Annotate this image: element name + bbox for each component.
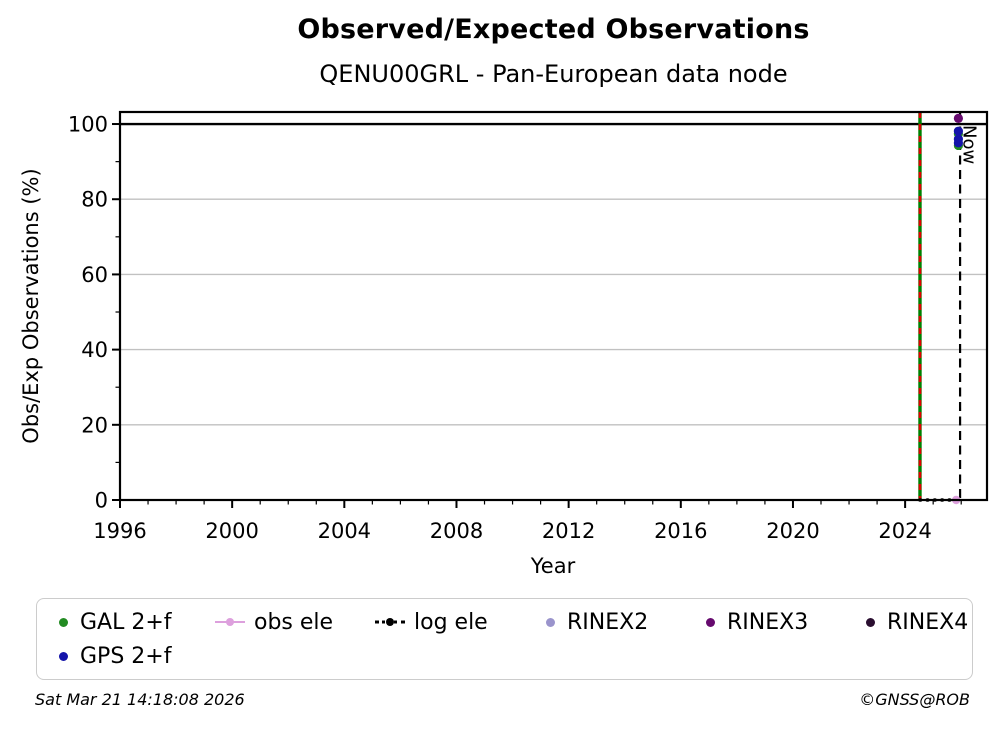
dot-marker-icon (55, 616, 71, 628)
legend-label: RINEX2 (567, 609, 649, 635)
footer-credit: ©GNSS@ROB (859, 690, 970, 709)
legend-label: obs ele (254, 609, 334, 635)
now-label: Now (959, 125, 980, 164)
y-tick-label: 60 (81, 263, 108, 287)
legend-grid: GAL 2+f obs ele log ele RINEX2 RINEX3 RINEX4 G… (55, 605, 968, 673)
line-dot-marker-icon (215, 616, 245, 628)
x-tick-label: 2008 (430, 519, 483, 543)
dot-marker-icon (702, 616, 718, 628)
dot-marker-icon (862, 616, 878, 628)
x-tick-label: 2024 (878, 519, 931, 543)
dot-marker-icon (55, 650, 71, 662)
data-point-gps-2-f (953, 138, 963, 148)
chart-subtitle: QENU00GRL - Pan-European data node (319, 60, 788, 88)
legend-item-rinex2: RINEX2 (542, 610, 702, 635)
y-tick-label: 100 (68, 113, 108, 137)
legend: GAL 2+f obs ele log ele RINEX2 RINEX3 RINEX4 G… (36, 598, 973, 680)
dot-marker-icon (542, 616, 558, 628)
x-tick-label: 1996 (93, 519, 146, 543)
footer: Sat Mar 21 14:18:08 2026 ©GNSS@ROB (0, 690, 1008, 709)
x-tick-label: 2012 (542, 519, 595, 543)
legend-label: RINEX4 (887, 609, 969, 635)
x-tick-label: 2000 (205, 519, 258, 543)
legend-item-obs-ele: obs ele (215, 610, 375, 635)
legend-label: RINEX3 (727, 609, 809, 635)
x-tick-label: 2016 (654, 519, 707, 543)
y-tick-label: 80 (81, 188, 108, 212)
data-point-rinex3 (953, 113, 963, 123)
y-tick-label: 0 (95, 489, 108, 513)
legend-item-gal-2-f: GAL 2+f (55, 610, 215, 635)
x-axis-label: Year (530, 554, 576, 578)
legend-label: log ele (414, 609, 488, 635)
y-tick-label: 20 (81, 413, 108, 437)
plot-frame (118, 110, 989, 502)
x-tick-label: 2004 (318, 519, 371, 543)
legend-item-rinex4: RINEX4 (862, 610, 968, 635)
legend-item-rinex3: RINEX3 (702, 610, 862, 635)
y-tick-label: 40 (81, 338, 108, 362)
legend-item-log-ele: log ele (375, 610, 542, 635)
x-tick-label: 2020 (766, 519, 819, 543)
legend-label: GPS 2+f (80, 643, 172, 669)
dotted-line-dot-marker-icon (375, 616, 405, 628)
legend-label: GAL 2+f (80, 609, 172, 635)
footer-timestamp: Sat Mar 21 14:18:08 2026 (35, 690, 245, 709)
data-point-gps-2-f (953, 126, 963, 136)
chart-title: Observed/Expected Observations (297, 14, 810, 45)
plot-area: Now 1996 2000 2004 2008 2012 2016 2020 2024 0 20 40… (68, 110, 989, 543)
y-axis-label: Obs/Exp Observations (%) (19, 168, 43, 444)
legend-item-gps-2-f: GPS 2+f (55, 644, 215, 669)
